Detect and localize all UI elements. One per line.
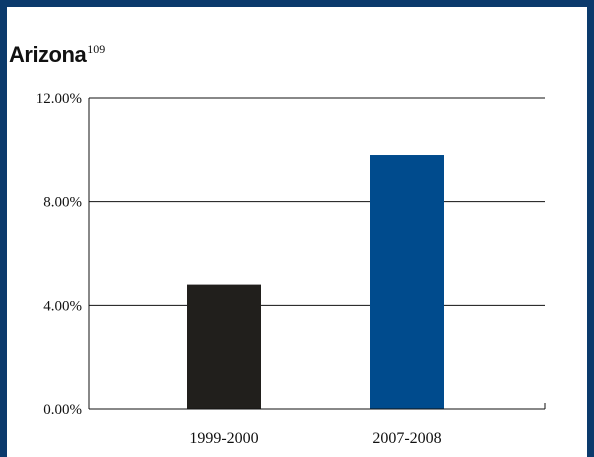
y-tick-label: 0.00% bbox=[43, 402, 82, 418]
y-tick-labels: 0.00% 4.00% 8.00% 12.00% bbox=[36, 91, 82, 418]
y-tick-label: 8.00% bbox=[43, 195, 82, 211]
bar-2007-2008 bbox=[370, 155, 444, 409]
y-tick-label: 4.00% bbox=[43, 298, 82, 314]
x-category-labels: 1999-2000 2007-2008 bbox=[189, 430, 441, 447]
y-tick-label: 12.00% bbox=[36, 91, 82, 107]
bars bbox=[187, 155, 444, 409]
gridlines bbox=[89, 97, 545, 306]
chart-title-text: Arizona bbox=[9, 42, 87, 67]
x-tick-label: 1999-2000 bbox=[189, 430, 258, 447]
chart-title: Arizona109 bbox=[9, 42, 105, 68]
bar-1999-2000 bbox=[187, 284, 261, 409]
chart-title-footnote: 109 bbox=[87, 42, 106, 56]
chart-panel bbox=[7, 7, 587, 457]
x-tick-label: 2007-2008 bbox=[372, 430, 441, 447]
